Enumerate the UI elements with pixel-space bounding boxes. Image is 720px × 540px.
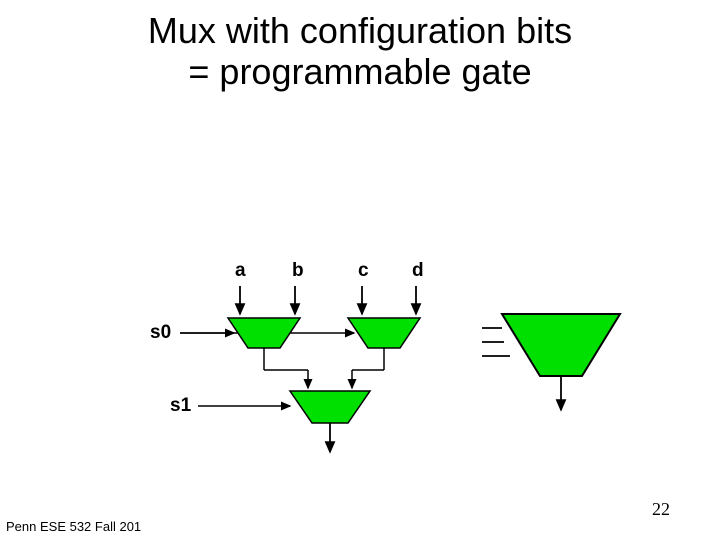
page-number: 22 xyxy=(652,499,670,520)
title-line-1: Mux with configuration bits xyxy=(148,10,572,51)
mux-diagram: a b c d s0 s1 xyxy=(130,260,650,490)
mux-large xyxy=(502,314,620,376)
diagram-svg xyxy=(130,260,650,490)
mux-top-left xyxy=(228,318,300,348)
title-line-2: = programmable gate xyxy=(188,51,531,92)
slide-title: Mux with configuration bits = programmab… xyxy=(0,10,720,93)
mux-bottom xyxy=(290,391,370,423)
mux-top-right xyxy=(348,318,420,348)
footer-text: Penn ESE 532 Fall 201 xyxy=(6,519,141,534)
